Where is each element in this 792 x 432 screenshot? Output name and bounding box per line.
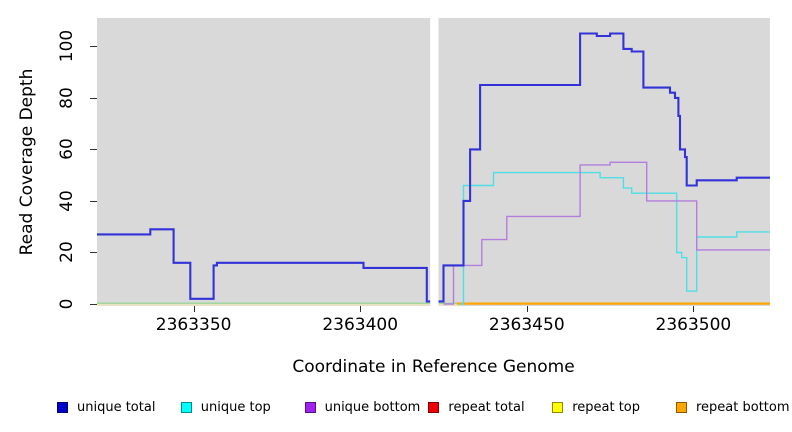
x-tick-label: 2363400 xyxy=(322,315,399,335)
y-tick xyxy=(90,46,97,48)
legend-swatch xyxy=(676,401,687,413)
x-tick xyxy=(526,306,528,312)
legend-item-repeat-bottom: repeat bottom xyxy=(676,398,790,416)
legend-item-unique-total: unique total xyxy=(57,398,155,416)
plot-lines xyxy=(97,18,770,306)
x-tick xyxy=(360,306,362,312)
y-tick-label: 60 xyxy=(57,138,77,161)
y-tick xyxy=(90,200,97,202)
y-tick-label: 100 xyxy=(57,30,77,63)
x-tick-label: 2363350 xyxy=(155,315,232,335)
legend-item-repeat-top: repeat top xyxy=(552,398,640,416)
x-tick xyxy=(193,306,195,312)
y-axis-title: Read Coverage Depth xyxy=(17,68,37,256)
legend-label: repeat total xyxy=(448,399,525,415)
plot-panel xyxy=(97,18,770,306)
series-line-unique-top xyxy=(460,171,770,305)
y-tick-label: 40 xyxy=(57,190,77,212)
legend: unique total unique top unique bottom repea… xyxy=(0,398,792,418)
legend-label: unique bottom xyxy=(324,399,421,415)
x-tick-label: 2363450 xyxy=(488,315,565,335)
x-tick xyxy=(693,306,695,312)
legend-swatch xyxy=(57,401,68,413)
legend-item-unique-top: unique top xyxy=(180,398,271,416)
legend-item-repeat-total: repeat total xyxy=(428,398,525,416)
legend-label: repeat top xyxy=(572,399,640,415)
y-tick-label: 0 xyxy=(57,298,77,310)
missing-data-band xyxy=(430,18,439,306)
series-line-unique-total xyxy=(97,32,770,303)
legend-label: repeat bottom xyxy=(696,399,790,415)
y-tick xyxy=(90,304,97,305)
legend-swatch xyxy=(180,401,192,413)
y-tick-label: 20 xyxy=(57,241,77,264)
series-line-unique-bottom xyxy=(443,161,770,305)
y-tick xyxy=(90,97,97,99)
legend-swatch xyxy=(304,401,316,413)
legend-swatch xyxy=(552,401,564,413)
legend-swatch xyxy=(428,401,440,413)
y-tick xyxy=(90,149,97,151)
legend-label: unique total xyxy=(77,399,156,415)
legend-item-unique-bottom: unique bottom xyxy=(304,398,421,416)
y-tick xyxy=(90,252,97,254)
legend-label: unique top xyxy=(200,399,271,415)
x-axis-title: Coordinate in Reference Genome xyxy=(292,357,575,377)
x-tick-label: 2363500 xyxy=(655,315,732,335)
y-tick-label: 80 xyxy=(57,87,77,109)
